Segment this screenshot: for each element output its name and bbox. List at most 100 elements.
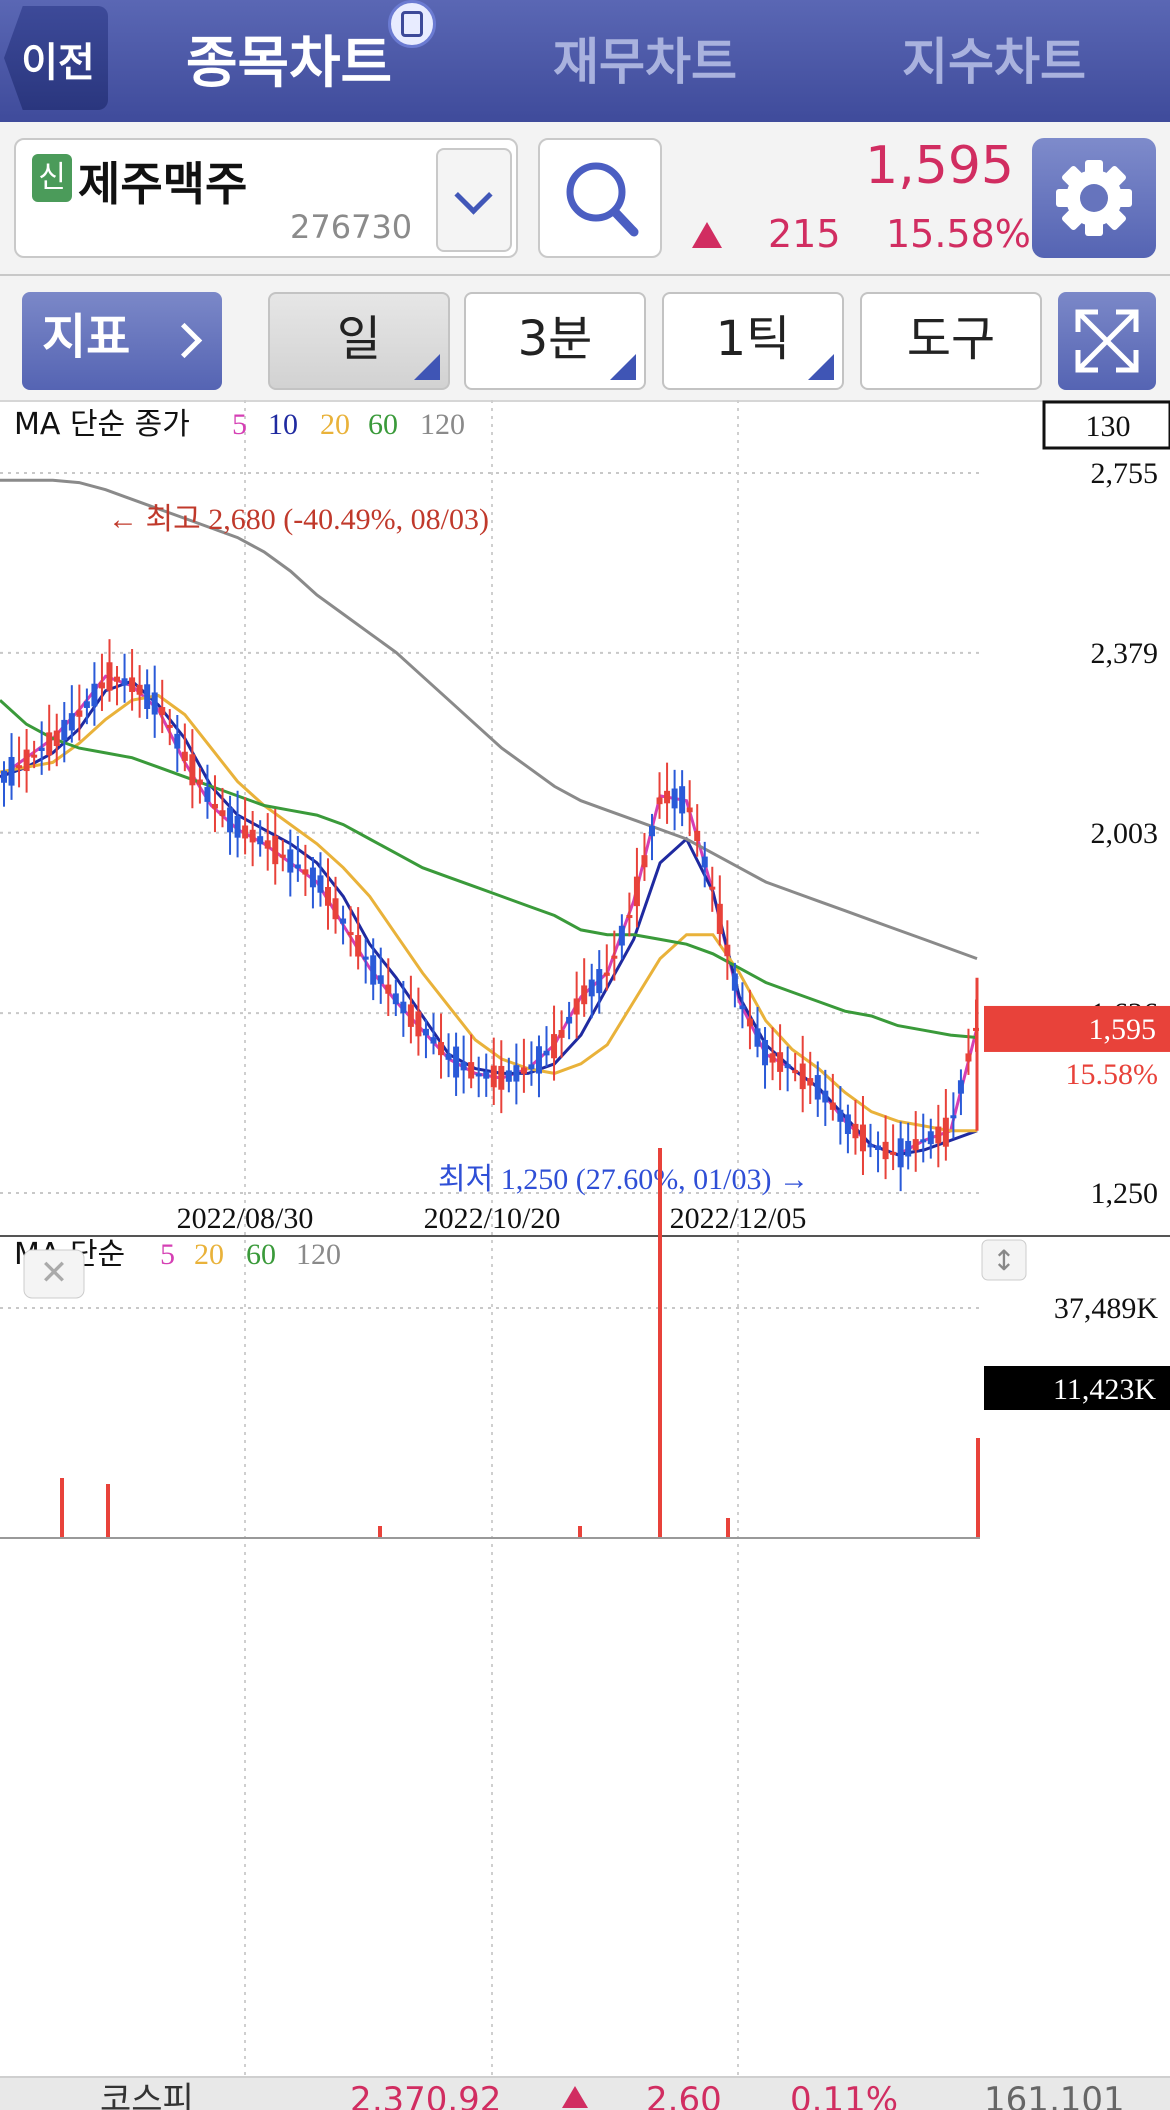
count-box <box>1042 400 1170 450</box>
up-arrow-icon <box>692 222 722 248</box>
candle-body <box>566 1016 573 1024</box>
candle-body <box>724 944 731 957</box>
candle-body <box>822 1090 829 1103</box>
candle-body <box>468 1062 475 1079</box>
candle-body <box>664 790 671 804</box>
stock-dropdown-button[interactable] <box>436 148 512 252</box>
back-button[interactable]: 이전 <box>0 0 116 122</box>
expand-button[interactable] <box>1058 292 1156 390</box>
resize-icon: ↕ <box>992 1244 1015 1277</box>
candle-body <box>935 1126 942 1144</box>
index-name: 코스피 <box>100 2080 194 2110</box>
candle-body <box>950 1115 957 1119</box>
price-legend-item: 5 <box>232 408 247 441</box>
candle-body <box>844 1114 851 1134</box>
new-listing-tag: 신 <box>32 154 72 202</box>
candle-body <box>573 998 580 1015</box>
last-volume-tag <box>984 1366 1170 1410</box>
candle-body <box>792 1070 799 1074</box>
candle-body <box>588 979 595 997</box>
price-change-percent: 15.58% <box>886 212 1031 256</box>
ma-line-10 <box>0 679 978 1157</box>
candle-body <box>83 701 90 708</box>
notification-badge-icon[interactable] <box>388 0 436 48</box>
candle-body <box>626 915 633 919</box>
back-button-label: 이전 <box>21 40 95 86</box>
candle-body <box>551 1034 558 1059</box>
period-day-button[interactable]: 일 <box>268 292 450 390</box>
candle-body <box>897 1138 904 1168</box>
candle-body <box>754 1028 761 1047</box>
candle-body <box>543 1050 550 1056</box>
candle-body <box>114 676 121 682</box>
candle-body <box>23 749 30 772</box>
close-pane-button[interactable] <box>23 1249 85 1299</box>
candle-body <box>340 918 347 924</box>
candle-body <box>535 1046 542 1074</box>
resize-pane-button[interactable] <box>981 1239 1027 1281</box>
minute-button[interactable]: 3분 <box>464 292 646 390</box>
candle-body <box>799 1063 806 1090</box>
candle-body <box>257 836 264 845</box>
candle-body <box>731 973 738 991</box>
candle-body <box>558 1030 565 1038</box>
candle-body <box>460 1061 467 1071</box>
candle-body <box>302 869 309 875</box>
candle-body <box>483 1071 490 1079</box>
candle-body <box>347 932 354 936</box>
candle-body <box>882 1141 889 1160</box>
candle-body <box>942 1117 949 1147</box>
dropdown-corner-icon <box>414 354 440 380</box>
stock-code: 276730 <box>290 208 413 246</box>
candle-body <box>287 849 294 873</box>
price-legend-item: 60 <box>368 408 398 441</box>
candle-body <box>144 684 151 709</box>
count-box-label: 130 <box>1086 410 1131 443</box>
market-index-bar: 코스피 2,370.92 2.60 0.11% 161,101 <box>0 2076 1170 2110</box>
candle-body <box>407 1004 414 1027</box>
volume-legend-item: 20 <box>194 1238 224 1271</box>
candle-body <box>641 855 648 868</box>
close-icon: ✕ <box>40 1253 69 1293</box>
search-button[interactable] <box>538 138 662 258</box>
stock-chart-area[interactable]: 2,7552,3792,0031,6261,2502022/08/302022/… <box>0 400 1170 2076</box>
candle-body <box>453 1046 460 1078</box>
candle-body <box>272 835 279 865</box>
ma-line-60 <box>0 699 978 1039</box>
candle-body <box>746 1018 753 1027</box>
candle-body <box>227 807 234 833</box>
candle-body <box>309 867 316 888</box>
candle-body <box>234 815 241 838</box>
tick-button[interactable]: 1틱 <box>662 292 844 390</box>
volume-legend-item: 120 <box>296 1238 341 1271</box>
candle-body <box>777 1052 784 1072</box>
dropdown-corner-icon <box>610 354 636 380</box>
chart-svg[interactable]: 2,7552,3792,0031,6261,2502022/08/302022/… <box>0 400 1170 2076</box>
candle-body <box>867 1144 874 1148</box>
stock-selector[interactable]: 신 제주맥주 276730 <box>14 138 518 258</box>
volume-max-label: 37,489K <box>1054 1292 1159 1325</box>
volume-legend-item: 5 <box>160 1238 175 1271</box>
settings-button[interactable] <box>1032 138 1156 258</box>
gear-icon <box>1056 160 1132 236</box>
candle-body <box>31 754 38 758</box>
tool-button[interactable]: 도구 <box>860 292 1042 390</box>
tab-stock-chart[interactable]: 종목차트 <box>186 31 393 96</box>
indicator-label: 지표 <box>42 309 131 365</box>
index-value: 2,370.92 <box>350 2080 502 2110</box>
candle-body <box>927 1131 934 1145</box>
candle-body <box>174 733 181 749</box>
tab-index-chart[interactable]: 지수차트 <box>902 33 1086 91</box>
candle-body <box>957 1080 964 1094</box>
chevron-down-icon <box>454 176 493 215</box>
candle-body <box>890 1151 897 1155</box>
candle-body <box>912 1139 919 1151</box>
candle-body <box>528 1064 535 1070</box>
candle-body <box>106 662 113 691</box>
indicator-button[interactable]: 지표 <box>22 292 222 390</box>
tab-financial-chart[interactable]: 재무차트 <box>553 33 737 91</box>
current-price-tag-label: 1,595 <box>1089 1013 1157 1046</box>
index-volume: 161,101 <box>984 2080 1125 2110</box>
candle-body <box>430 1037 437 1044</box>
high-annotation: ← 최고 2,680 (-40.49%, 08/03) <box>108 503 489 536</box>
